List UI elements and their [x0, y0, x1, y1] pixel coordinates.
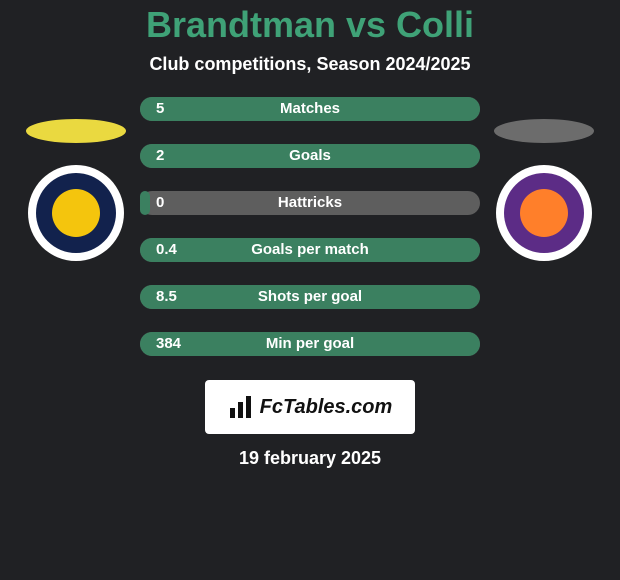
stat-row: 8.5Shots per goal	[140, 285, 480, 309]
date-text: 19 february 2025	[239, 448, 381, 469]
stat-value: 0	[156, 191, 164, 215]
stat-track	[140, 191, 480, 215]
comparison-chart: 5Matches 2Goals 0Hattricks 0.4Goals per mat…	[0, 97, 620, 356]
stat-row: 5Matches	[140, 97, 480, 121]
stat-bar	[140, 144, 480, 168]
stats-rows: 5Matches 2Goals 0Hattricks 0.4Goals per mat…	[140, 97, 480, 356]
left-player-column	[26, 97, 126, 263]
brand-bars-icon	[228, 394, 254, 420]
subtitle: Club competitions, Season 2024/2025	[149, 54, 470, 75]
right-player-ellipse	[494, 119, 594, 143]
left-club-logo	[26, 163, 126, 263]
stat-row: 0.4Goals per match	[140, 238, 480, 262]
page-title: Brandtman vs Colli	[146, 4, 474, 46]
stat-row: 384Min per goal	[140, 332, 480, 356]
right-player-column	[494, 97, 594, 263]
stat-value: 2	[156, 144, 164, 168]
left-player-ellipse	[26, 119, 126, 143]
brand-box: FcTables.com	[205, 380, 415, 434]
stat-value: 5	[156, 97, 164, 121]
stat-row: 0Hattricks	[140, 191, 480, 215]
stat-bar	[140, 332, 480, 356]
stat-bar	[140, 191, 150, 215]
right-club-logo	[494, 163, 594, 263]
brand-text: FcTables.com	[260, 396, 393, 419]
stat-row: 2Goals	[140, 144, 480, 168]
stat-bar	[140, 97, 480, 121]
stat-bar	[140, 285, 480, 309]
stat-value: 8.5	[156, 285, 177, 309]
stat-bar	[140, 238, 480, 262]
stat-value: 0.4	[156, 238, 177, 262]
stat-value: 384	[156, 332, 181, 356]
